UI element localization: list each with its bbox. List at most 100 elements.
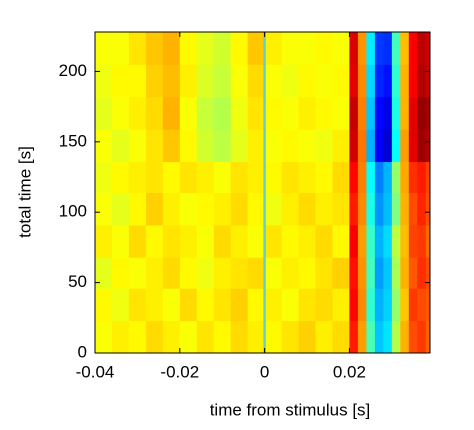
- heatmap-cell: [196, 32, 215, 65]
- heatmap-cell: [264, 129, 283, 163]
- x-tick-label: 0.02: [333, 362, 366, 381]
- heatmap-cell: [349, 192, 359, 226]
- heatmap-cell: [162, 32, 181, 65]
- heatmap-cell: [162, 288, 181, 322]
- heatmap-cell: [162, 64, 181, 98]
- heatmap-cell: [391, 288, 401, 322]
- heatmap-cell: [145, 96, 164, 130]
- heatmap-cell: [332, 257, 350, 289]
- heatmap-cell: [417, 129, 427, 163]
- heatmap-cell: [128, 96, 147, 130]
- heatmap-cell: [213, 161, 232, 193]
- heatmap-cell: [366, 64, 376, 98]
- heatmap-cell: [247, 192, 266, 226]
- heatmap-cell: [400, 64, 410, 98]
- heatmap-cell: [400, 320, 410, 353]
- heatmap-cell: [264, 161, 283, 193]
- heatmap-cell: [247, 288, 266, 322]
- heatmap-cell: [374, 320, 384, 353]
- heatmap-cell: [357, 161, 367, 193]
- y-tick-label: 50: [68, 272, 87, 291]
- heatmap-cell: [417, 320, 427, 353]
- heatmap-cell: [374, 257, 384, 289]
- x-axis-label: time from stimulus [s]: [210, 400, 371, 419]
- heatmap-cell: [425, 320, 430, 353]
- heatmap-cell: [264, 257, 283, 289]
- heatmap-cell: [264, 32, 283, 65]
- heatmap-cell: [95, 32, 113, 65]
- heatmap-cell: [391, 161, 401, 193]
- heatmap-cell: [425, 224, 430, 258]
- heatmap-cell: [366, 96, 376, 130]
- heatmap-cell: [179, 161, 198, 193]
- heatmap-cell: [196, 224, 215, 258]
- heatmap-cell: [145, 32, 164, 65]
- heatmap-cell: [196, 161, 215, 193]
- heatmap-cell: [230, 257, 249, 289]
- heatmap-cell: [366, 224, 376, 258]
- heatmap-cell: [213, 288, 232, 322]
- heatmap-cell: [332, 192, 350, 226]
- heatmap-cell: [332, 32, 350, 65]
- heatmap-cell: [111, 288, 130, 322]
- heatmap-cell: [281, 192, 300, 226]
- heatmap-cell: [196, 96, 215, 130]
- heatmap-cell: [425, 64, 430, 98]
- heatmap-cell: [425, 288, 430, 322]
- heatmap-cell: [264, 64, 283, 98]
- heatmap-cell: [349, 320, 359, 353]
- heatmap-cell: [128, 32, 147, 65]
- heatmap-cell: [408, 129, 418, 163]
- heatmap-cell: [162, 224, 181, 258]
- heatmap-cell: [408, 257, 418, 289]
- heatmap-cell: [332, 288, 350, 322]
- heatmap-cell: [391, 192, 401, 226]
- heatmap-cell: [366, 32, 376, 65]
- heatmap-cell: [111, 257, 130, 289]
- heatmap-cell: [366, 161, 376, 193]
- heatmap-cell: [145, 161, 164, 193]
- heatmap-cell: [383, 192, 393, 226]
- heatmap-cell: [230, 288, 249, 322]
- heatmap-cell: [230, 96, 249, 130]
- heatmap-cell: [374, 288, 384, 322]
- heatmap-cell: [298, 192, 317, 226]
- heatmap-cell: [281, 288, 300, 322]
- heatmap-cell: [349, 96, 359, 130]
- heatmap-cell: [111, 32, 130, 65]
- y-tick-label: 0: [78, 342, 87, 361]
- heatmap-cell: [400, 129, 410, 163]
- heatmap-cell: [298, 129, 317, 163]
- heatmap-cell: [95, 129, 113, 163]
- heatmap-cell: [179, 64, 198, 98]
- heatmap-cell: [332, 129, 350, 163]
- heatmap-cell: [383, 96, 393, 130]
- heatmap-cell: [383, 32, 393, 65]
- heatmap-cell: [111, 64, 130, 98]
- heatmap-cell: [128, 129, 147, 163]
- heatmap-cell: [230, 161, 249, 193]
- heatmap-cell: [357, 96, 367, 130]
- heatmap-cell: [281, 224, 300, 258]
- heatmap-cell: [298, 288, 317, 322]
- heatmap-cell: [315, 64, 333, 98]
- heatmap-cell: [357, 224, 367, 258]
- heatmap-cell: [298, 64, 317, 98]
- heatmap-cell: [196, 288, 215, 322]
- heatmap: [95, 32, 430, 353]
- heatmap-cell: [357, 32, 367, 65]
- heatmap-cell: [408, 32, 418, 65]
- heatmap-cell: [298, 96, 317, 130]
- heatmap-cell: [145, 192, 164, 226]
- heatmap-cell: [391, 224, 401, 258]
- heatmap-cell: [95, 224, 113, 258]
- heatmap-cell: [400, 257, 410, 289]
- heatmap-cell: [230, 64, 249, 98]
- heatmap-cell: [366, 129, 376, 163]
- heatmap-cell: [366, 288, 376, 322]
- heatmap-cell: [298, 224, 317, 258]
- heatmap-cell: [162, 161, 181, 193]
- heatmap-cell: [332, 224, 350, 258]
- heatmap-cell: [213, 129, 232, 163]
